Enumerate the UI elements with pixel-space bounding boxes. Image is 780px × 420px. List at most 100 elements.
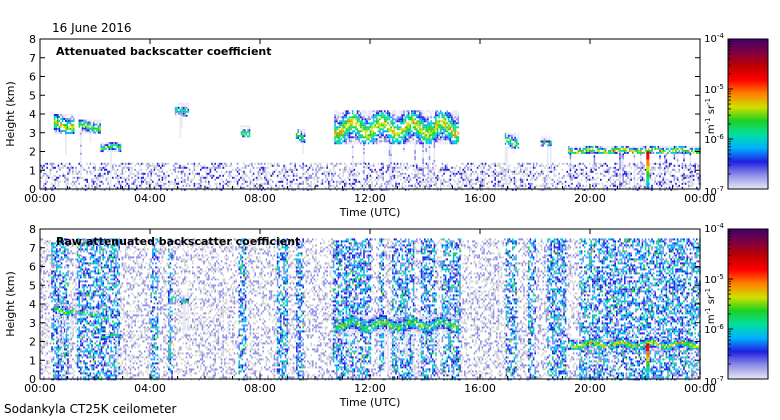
heatmap-cell	[467, 178, 469, 181]
heatmap-cell	[433, 180, 436, 182]
heatmap-cell	[200, 164, 202, 167]
heatmap-cell	[302, 168, 304, 171]
heatmap-cell	[603, 184, 605, 187]
heatmap-cell	[328, 182, 330, 185]
heatmap-cell	[673, 168, 676, 171]
heatmap-cell	[417, 110, 420, 113]
heatmap-cell	[457, 114, 460, 117]
heatmap-cell	[415, 114, 418, 117]
heatmap-cell	[280, 176, 282, 179]
heatmap-cell	[181, 108, 183, 111]
heatmap-cell	[374, 168, 376, 171]
heatmap-cell	[350, 168, 352, 171]
heatmap-cell	[612, 166, 615, 169]
heatmap-cell	[132, 180, 135, 183]
heatmap-cell	[380, 124, 383, 127]
heatmap-cell	[504, 132, 507, 135]
heatmap-cell	[323, 166, 325, 169]
heatmap-cell	[265, 182, 268, 185]
heatmap-cell	[672, 149, 674, 152]
heatmap-cell	[225, 164, 228, 167]
heatmap-cell	[428, 158, 431, 160]
heatmap-cell	[102, 166, 104, 169]
heatmap-cell	[532, 164, 535, 167]
heatmap-cell	[496, 164, 498, 167]
heatmap-cell	[416, 172, 418, 175]
heatmap-cell	[404, 188, 407, 191]
heatmap-cell	[52, 178, 55, 181]
heatmap-cell	[622, 149, 624, 152]
heatmap-cell	[44, 294, 47, 297]
heatmap-cell	[569, 179, 572, 182]
heatmap-cell	[216, 182, 218, 185]
heatmap-cell	[371, 130, 373, 133]
heatmap-cell	[464, 168, 466, 171]
heatmap-cell	[344, 170, 346, 173]
heatmap-cell	[166, 188, 168, 191]
heatmap-cell	[372, 134, 375, 137]
heatmap-cell	[177, 176, 180, 179]
heatmap-cell	[56, 262, 58, 265]
heatmap-cell	[624, 170, 626, 173]
heatmap-cell	[548, 166, 551, 169]
heatmap-cell	[343, 136, 346, 139]
heatmap-cell	[422, 168, 424, 170]
heatmap-cell	[377, 140, 380, 143]
heatmap-cell	[510, 170, 512, 173]
heatmap-cell	[57, 122, 59, 124]
heatmap-cell	[363, 184, 365, 186]
heatmap-cell	[342, 180, 344, 183]
heatmap-cell	[499, 180, 501, 183]
heatmap-cell	[619, 151, 621, 154]
heatmap-cell	[96, 184, 98, 187]
heatmap-cell	[134, 188, 136, 191]
heatmap-cell	[351, 150, 354, 152]
heatmap-cell	[363, 168, 365, 170]
heatmap-cell	[321, 172, 324, 175]
heatmap-cell	[110, 181, 112, 184]
heatmap-cell	[606, 168, 608, 171]
heatmap-cell	[481, 168, 484, 171]
heatmap-cell	[350, 162, 352, 165]
heatmap-cell	[552, 162, 554, 165]
heatmap-cell	[438, 112, 440, 115]
heatmap-cell	[252, 172, 255, 175]
heatmap-cell	[424, 180, 426, 183]
heatmap-cell	[345, 164, 348, 167]
heatmap-cell	[582, 168, 584, 171]
heatmap-cell	[446, 112, 448, 115]
heatmap-cell	[449, 142, 452, 145]
heatmap-cell	[75, 172, 77, 175]
heatmap-cell	[396, 126, 399, 129]
heatmap-cell	[246, 180, 248, 183]
heatmap-cell	[248, 131, 251, 134]
heatmap-cell	[54, 298, 56, 301]
heatmap-cell	[66, 126, 69, 128]
heatmap-cell	[129, 162, 132, 165]
heatmap-cell	[385, 120, 388, 123]
heatmap-cell	[441, 162, 444, 165]
heatmap-cell	[451, 142, 453, 145]
heatmap-cell	[148, 180, 151, 183]
heatmap-cell	[291, 162, 293, 165]
heatmap-cell	[587, 145, 589, 148]
heatmap-cell	[345, 128, 348, 131]
heatmap-cell	[353, 114, 356, 117]
heatmap-cell	[110, 183, 112, 186]
heatmap-cell	[68, 128, 70, 130]
heatmap-cell	[299, 182, 301, 185]
heatmap-cell	[371, 170, 373, 173]
heatmap-cell	[422, 152, 424, 154]
heatmap-cell	[422, 166, 424, 168]
heatmap-cell	[673, 176, 676, 179]
heatmap-cell	[359, 126, 362, 129]
heatmap-cell	[448, 184, 450, 187]
heatmap-cell	[548, 170, 551, 173]
heatmap-cell	[52, 184, 55, 187]
heatmap-cell	[97, 125, 100, 128]
heatmap-cell	[44, 286, 47, 289]
heatmap-cell	[345, 142, 348, 145]
heatmap-cell	[49, 342, 52, 345]
heatmap-cell	[364, 130, 367, 133]
heatmap-cell	[233, 186, 236, 189]
